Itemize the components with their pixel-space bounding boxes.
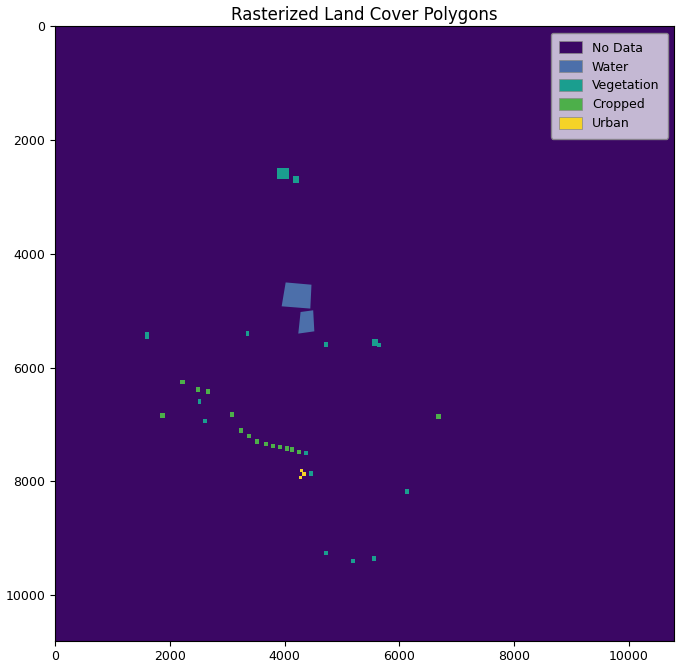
Bar xyxy=(437,414,441,419)
Bar xyxy=(145,332,149,339)
Polygon shape xyxy=(282,282,311,308)
Bar xyxy=(206,389,210,395)
Bar xyxy=(203,419,207,423)
Bar xyxy=(405,490,409,494)
Bar xyxy=(300,469,303,472)
Legend: No Data, Water, Vegetation, Cropped, Urban: No Data, Water, Vegetation, Cropped, Urb… xyxy=(551,33,668,139)
Bar xyxy=(324,342,328,347)
Bar xyxy=(245,331,249,336)
Bar xyxy=(324,551,328,555)
Bar xyxy=(303,472,306,476)
Bar xyxy=(160,413,165,417)
Bar xyxy=(351,559,355,563)
Bar xyxy=(196,387,200,391)
Bar xyxy=(299,476,302,478)
Bar xyxy=(271,444,275,448)
Bar xyxy=(278,444,282,449)
Bar xyxy=(180,380,185,383)
Bar xyxy=(290,448,294,452)
Bar xyxy=(297,450,301,454)
Bar xyxy=(230,412,234,417)
Polygon shape xyxy=(299,310,314,334)
Title: Rasterized Land Cover Polygons: Rasterized Land Cover Polygons xyxy=(231,5,498,23)
Bar xyxy=(304,451,308,456)
Bar xyxy=(377,343,381,347)
Bar xyxy=(239,428,243,433)
Bar xyxy=(372,556,375,561)
Bar xyxy=(264,442,268,446)
Bar xyxy=(293,175,299,183)
Bar xyxy=(284,446,288,451)
Bar xyxy=(255,440,259,444)
Bar xyxy=(277,167,288,179)
Bar xyxy=(247,434,251,438)
Bar xyxy=(372,339,378,346)
Bar xyxy=(198,399,201,403)
Bar xyxy=(309,471,313,476)
